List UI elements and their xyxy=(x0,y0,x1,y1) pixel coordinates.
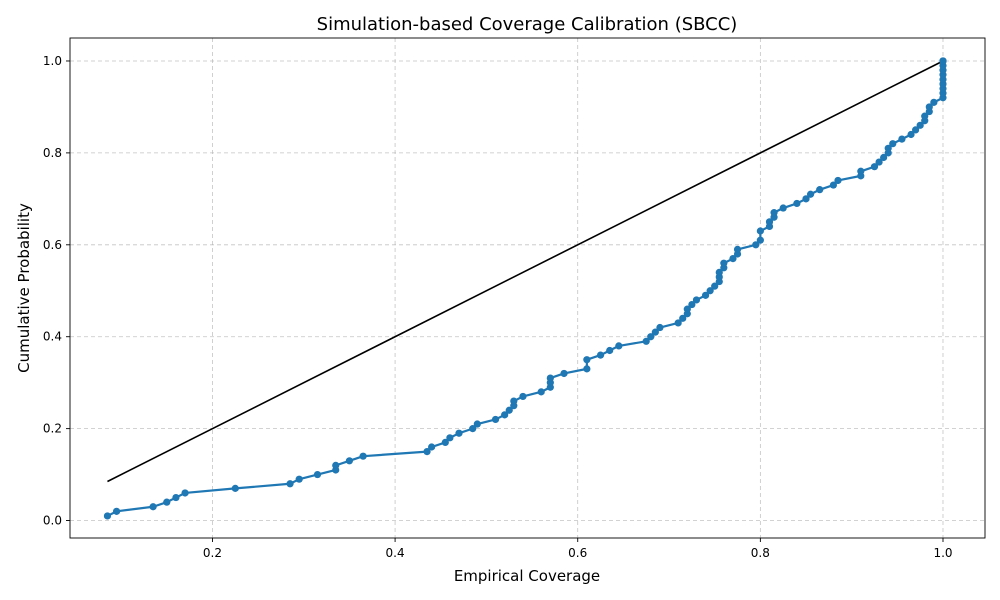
coverage-point xyxy=(711,282,719,290)
coverage-point xyxy=(491,415,500,424)
x-tick-label: 0.6 xyxy=(568,546,587,560)
coverage-point xyxy=(560,369,568,378)
coverage-point xyxy=(806,190,815,198)
x-tick-label: 0.8 xyxy=(751,546,770,560)
coverage-point xyxy=(510,397,518,405)
coverage-point xyxy=(729,254,737,263)
coverage-point xyxy=(583,356,591,364)
coverage-point xyxy=(656,323,664,332)
coverage-point xyxy=(870,163,879,171)
coverage-point xyxy=(596,351,605,359)
coverage-point xyxy=(103,512,112,520)
coverage-point xyxy=(889,140,897,148)
coverage-point xyxy=(455,429,463,437)
coverage-point xyxy=(688,300,696,309)
coverage-point xyxy=(793,199,801,208)
coverage-point xyxy=(770,209,778,217)
coverage-point xyxy=(802,195,810,203)
coverage-point xyxy=(501,411,509,419)
coverage-point xyxy=(907,130,915,139)
coverage-point xyxy=(428,443,436,451)
coverage-point xyxy=(857,167,865,175)
coverage-point xyxy=(930,98,938,106)
coverage-point xyxy=(679,314,687,322)
coverage-point xyxy=(898,135,906,143)
x-axis-label: Empirical Coverage xyxy=(454,567,600,585)
coverage-point xyxy=(752,241,760,249)
axis-ticks: 0.2 0.4 0.6 0.8 1.0 0.0 0.2 0.4 0.6 0.8 1.0 xyxy=(43,54,953,560)
coverage-point xyxy=(473,420,481,428)
coverage-point xyxy=(163,498,171,506)
coverage-point xyxy=(345,457,354,465)
coverage-point xyxy=(647,333,655,341)
y-tick-label: 0.2 xyxy=(43,422,62,436)
coverage-point xyxy=(446,434,454,442)
coverage-point xyxy=(720,259,728,267)
coverage-point xyxy=(911,126,920,134)
coverage-point xyxy=(469,425,477,433)
coverage-point xyxy=(537,388,545,396)
coverage-point xyxy=(332,461,340,469)
coverage-point xyxy=(642,337,650,345)
coverage-point xyxy=(816,186,824,194)
coverage-point xyxy=(615,342,623,350)
coverage-point xyxy=(359,452,367,460)
coverage-point xyxy=(313,470,322,479)
chart-title: Simulation-based Coverage Calibration (S… xyxy=(317,14,738,35)
coverage-point xyxy=(706,287,714,295)
coverage-point xyxy=(916,121,924,129)
axes-frame xyxy=(69,37,986,539)
y-axis-label: Cumulative Probability xyxy=(15,203,33,373)
coverage-point xyxy=(733,245,742,253)
coverage-point xyxy=(546,374,554,382)
coverage-point xyxy=(519,392,527,401)
coverage-point xyxy=(715,268,723,276)
coverage-point xyxy=(756,227,764,235)
coverage-point xyxy=(423,448,431,456)
coverage-point xyxy=(295,475,303,483)
coverage-point xyxy=(112,507,121,515)
coverage-point xyxy=(149,503,157,511)
coverage-point xyxy=(765,218,774,226)
coverage-series-line xyxy=(106,60,945,517)
coverage-point xyxy=(875,158,883,166)
y-tick-label: 0.6 xyxy=(43,238,62,252)
coverage-point xyxy=(884,144,892,152)
grid-lines xyxy=(70,38,985,538)
x-tick-label: 0.2 xyxy=(203,546,222,560)
coverage-point xyxy=(756,236,764,244)
coverage-point xyxy=(829,181,838,189)
y-tick-label: 0.4 xyxy=(43,330,62,344)
coverage-point xyxy=(181,489,189,497)
y-tick-label: 1.0 xyxy=(43,54,62,68)
reference-line xyxy=(107,60,944,483)
coverage-point xyxy=(692,296,701,304)
coverage-point xyxy=(583,365,591,373)
coverage-point xyxy=(651,328,659,336)
coverage-point xyxy=(779,204,787,212)
coverage-point xyxy=(441,438,449,447)
y-tick-label: 0.8 xyxy=(43,146,62,160)
coverage-point xyxy=(701,291,710,299)
coverage-point xyxy=(921,112,929,120)
coverage-point xyxy=(880,153,888,162)
coverage-point xyxy=(231,484,239,492)
coverage-point xyxy=(172,493,180,502)
coverage-point xyxy=(505,406,513,414)
x-tick-label: 1.0 xyxy=(933,546,952,560)
coverage-point xyxy=(939,57,947,65)
plot-area xyxy=(103,57,947,520)
coverage-point xyxy=(834,176,842,185)
coverage-point xyxy=(606,346,614,355)
x-tick-label: 0.4 xyxy=(386,546,405,560)
y-tick-label: 0.0 xyxy=(43,514,62,528)
coverage-point xyxy=(925,103,933,111)
coverage-point xyxy=(286,480,294,488)
coverage-point xyxy=(683,305,691,313)
coverage-point xyxy=(674,319,682,327)
